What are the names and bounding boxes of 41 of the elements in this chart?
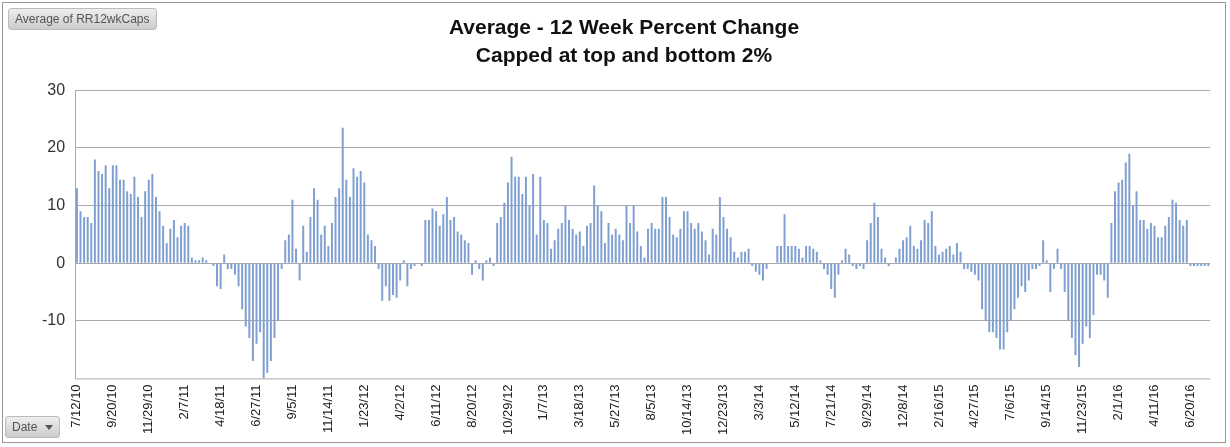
x-tick-label: 4/18/11 [212, 384, 228, 427]
text: Date [12, 420, 38, 434]
chart-title: Average - 12 Week Percent Change [448, 15, 800, 39]
y-tick-label: 10 [47, 196, 66, 213]
x-tick-label: 12/8/14 [894, 384, 910, 428]
x-tick-label: 7/21/14 [822, 384, 838, 428]
x-tick-label: 10/29/12 [499, 384, 515, 436]
x-tick-label: 1/7/13 [535, 384, 551, 421]
x-tick-label: 11/29/10 [140, 384, 156, 435]
chart-subtitle: Capped at top and bottom 2% [475, 42, 773, 66]
x-tick-label: 9/29/14 [858, 384, 874, 428]
x-tick-label: 5/12/14 [786, 384, 802, 428]
x-tick-label: 11/23/15 [1074, 384, 1090, 435]
x-tick-label: 2/1/16 [1110, 384, 1126, 421]
x-tick-label: 9/14/15 [1038, 384, 1054, 428]
x-tick-label: 6/20/16 [1182, 384, 1197, 428]
x-tick-label: 7/12/10 [68, 384, 84, 428]
x-tick-label: 4/2/12 [391, 384, 407, 421]
text: Average of RR12wkCaps [15, 12, 150, 26]
x-tick-label: 4/27/15 [966, 384, 982, 428]
x-tick-label: 6/11/12 [427, 384, 443, 427]
y-tick-label: -10 [42, 311, 66, 329]
x-tick-label: 1/23/12 [355, 384, 371, 428]
x-tick-label: 6/27/11 [248, 384, 264, 427]
x-tick-label: 3/3/14 [750, 384, 766, 421]
x-tick-label: 3/18/13 [571, 384, 587, 428]
x-tick-label: 7/6/15 [1002, 384, 1018, 421]
x-tick-label: 11/14/11 [319, 384, 335, 434]
x-tick-label: 9/20/10 [104, 384, 120, 428]
x-tick-label: 2/7/11 [176, 384, 192, 420]
x-tick-label: 2/16/15 [930, 384, 946, 428]
y-tick-label: 0 [56, 253, 66, 271]
x-tick-label: 4/11/16 [1146, 384, 1162, 427]
y-tick-label: 20 [47, 138, 66, 156]
x-tick-label: 10/14/13 [679, 384, 695, 436]
x-tick-label: 8/20/12 [463, 384, 479, 428]
x-tick-label: 9/5/11 [284, 384, 300, 420]
y-tick-label: 30 [47, 80, 66, 98]
x-tick-label: 8/5/13 [643, 384, 659, 421]
x-tick-label: 12/23/13 [715, 384, 731, 436]
x-tick-label: 5/27/13 [607, 384, 623, 428]
